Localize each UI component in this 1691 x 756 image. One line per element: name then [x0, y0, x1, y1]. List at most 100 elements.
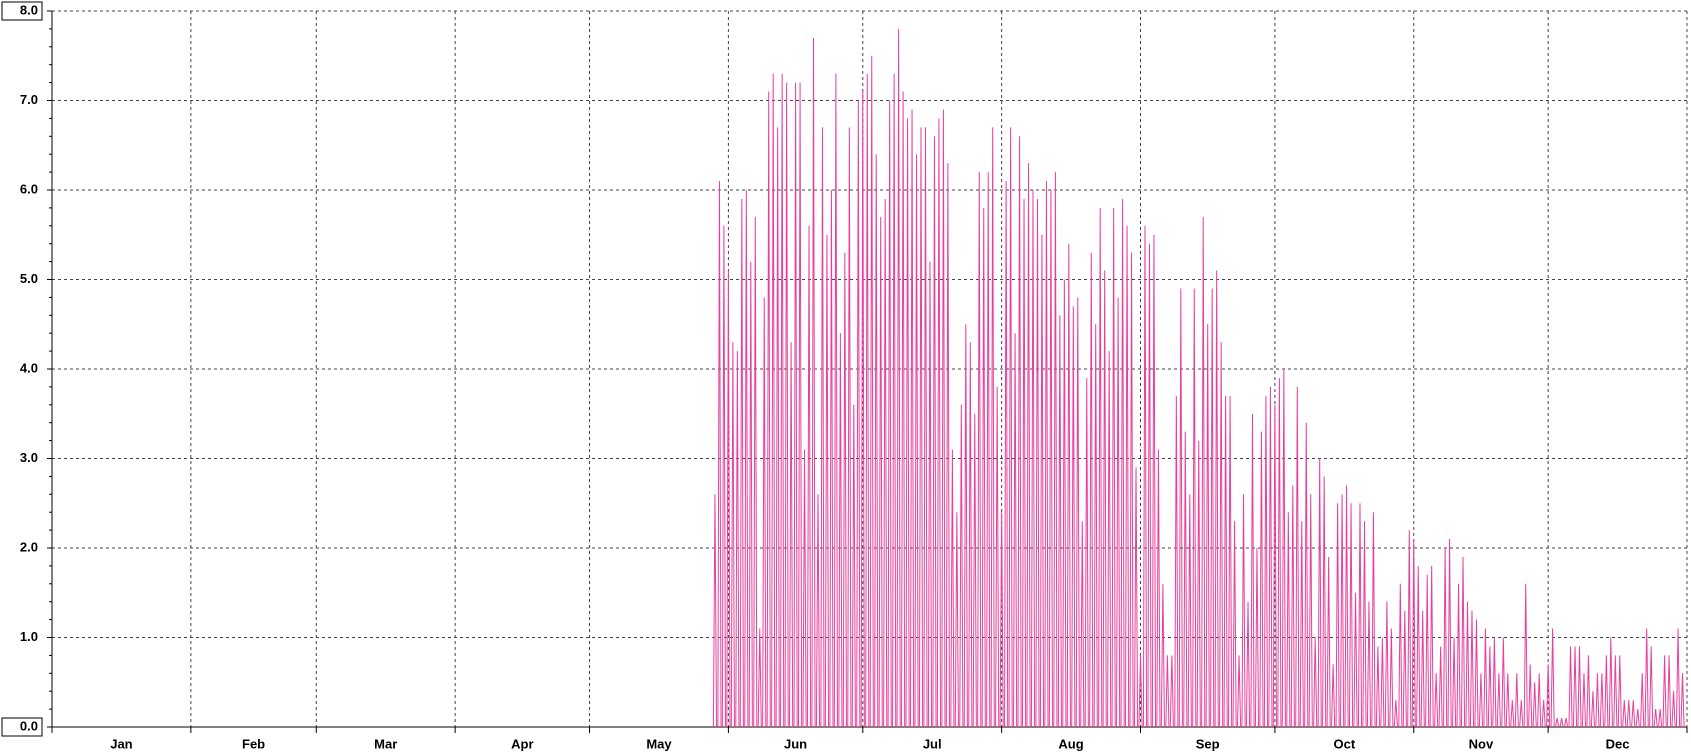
spike	[790, 342, 793, 727]
spike	[1300, 521, 1303, 727]
spike	[1197, 441, 1200, 727]
spike	[1663, 655, 1666, 727]
spike	[875, 154, 878, 727]
x-tick-label: Jan	[110, 736, 132, 751]
spike	[1296, 387, 1299, 727]
spike	[1170, 655, 1173, 727]
spike	[1591, 691, 1594, 727]
spike	[1005, 181, 1008, 727]
spike	[1605, 655, 1608, 727]
spike	[1063, 280, 1066, 728]
spike	[758, 629, 761, 727]
spike	[1614, 655, 1617, 727]
y-tick-label: 2.0	[20, 539, 38, 554]
x-tick-label: Feb	[242, 736, 265, 751]
spike	[1524, 584, 1527, 727]
spike	[1202, 217, 1205, 727]
spike	[1233, 521, 1236, 727]
spike	[1399, 584, 1402, 727]
spike	[812, 38, 815, 727]
spike	[1632, 700, 1635, 727]
spike	[1417, 566, 1420, 727]
spike	[1408, 530, 1411, 727]
spike	[1376, 646, 1379, 727]
spike	[1099, 208, 1102, 727]
spike	[736, 351, 739, 727]
spike	[919, 127, 922, 727]
x-tick-label: Jul	[923, 736, 942, 751]
y-tick-label: 0.0	[20, 718, 38, 733]
spike	[722, 226, 725, 727]
spike	[1587, 655, 1590, 727]
spike	[1161, 584, 1164, 727]
spike	[1627, 700, 1630, 727]
spike	[785, 83, 788, 727]
spike	[1332, 664, 1335, 727]
y-tick-label: 7.0	[20, 92, 38, 107]
spike	[893, 74, 896, 727]
spike	[1623, 700, 1626, 727]
spike	[1211, 288, 1214, 727]
spike	[1237, 655, 1240, 727]
spike	[1448, 539, 1451, 727]
spike	[928, 262, 931, 727]
spike	[1363, 521, 1366, 727]
spike	[767, 92, 770, 727]
spike	[1578, 646, 1581, 727]
x-tick-label: Mar	[374, 736, 397, 751]
spike	[1193, 288, 1196, 727]
spike	[924, 127, 927, 727]
spike	[933, 136, 936, 727]
spike	[763, 297, 766, 727]
spike	[906, 118, 909, 727]
spike	[1484, 629, 1487, 727]
spike	[1520, 700, 1523, 727]
spike	[1264, 396, 1267, 727]
spike	[1134, 467, 1137, 727]
spike	[1354, 593, 1357, 727]
spike	[1466, 602, 1469, 727]
spike	[982, 208, 985, 727]
spike	[1349, 503, 1352, 727]
spike	[1457, 584, 1460, 727]
y-tick-label: 1.0	[20, 629, 38, 644]
spike	[1184, 432, 1187, 727]
spike	[1668, 655, 1671, 727]
spike	[1341, 494, 1344, 727]
spike	[1045, 181, 1048, 727]
spike	[1081, 521, 1084, 727]
spike	[1103, 271, 1106, 727]
x-tick-label: Apr	[511, 736, 533, 751]
spike	[1385, 602, 1388, 727]
y-tick-label: 6.0	[20, 181, 38, 196]
spike	[1126, 226, 1129, 727]
y-tick-label: 4.0	[20, 360, 38, 375]
spike	[1215, 271, 1218, 727]
spike	[1229, 396, 1232, 727]
spike	[1108, 351, 1111, 727]
spike	[830, 190, 833, 727]
spike	[1117, 297, 1120, 727]
spike	[799, 83, 802, 727]
spike	[978, 172, 981, 727]
spike	[1461, 557, 1464, 727]
spike	[807, 226, 810, 727]
x-tick-label: Jun	[784, 736, 807, 751]
spike	[987, 172, 990, 727]
spike	[1175, 396, 1178, 727]
spike	[1394, 700, 1397, 727]
spike	[1511, 700, 1514, 727]
spike	[740, 199, 743, 727]
spike	[1090, 253, 1093, 727]
spike	[1242, 494, 1245, 727]
spike	[969, 342, 972, 727]
spike	[1260, 432, 1263, 727]
spike	[1412, 539, 1415, 727]
spike	[1318, 459, 1321, 728]
spike	[1426, 575, 1429, 727]
spike	[1439, 646, 1442, 727]
spike	[1036, 199, 1039, 727]
spike	[1560, 718, 1563, 727]
spike	[1542, 700, 1545, 727]
spike	[1609, 638, 1612, 728]
